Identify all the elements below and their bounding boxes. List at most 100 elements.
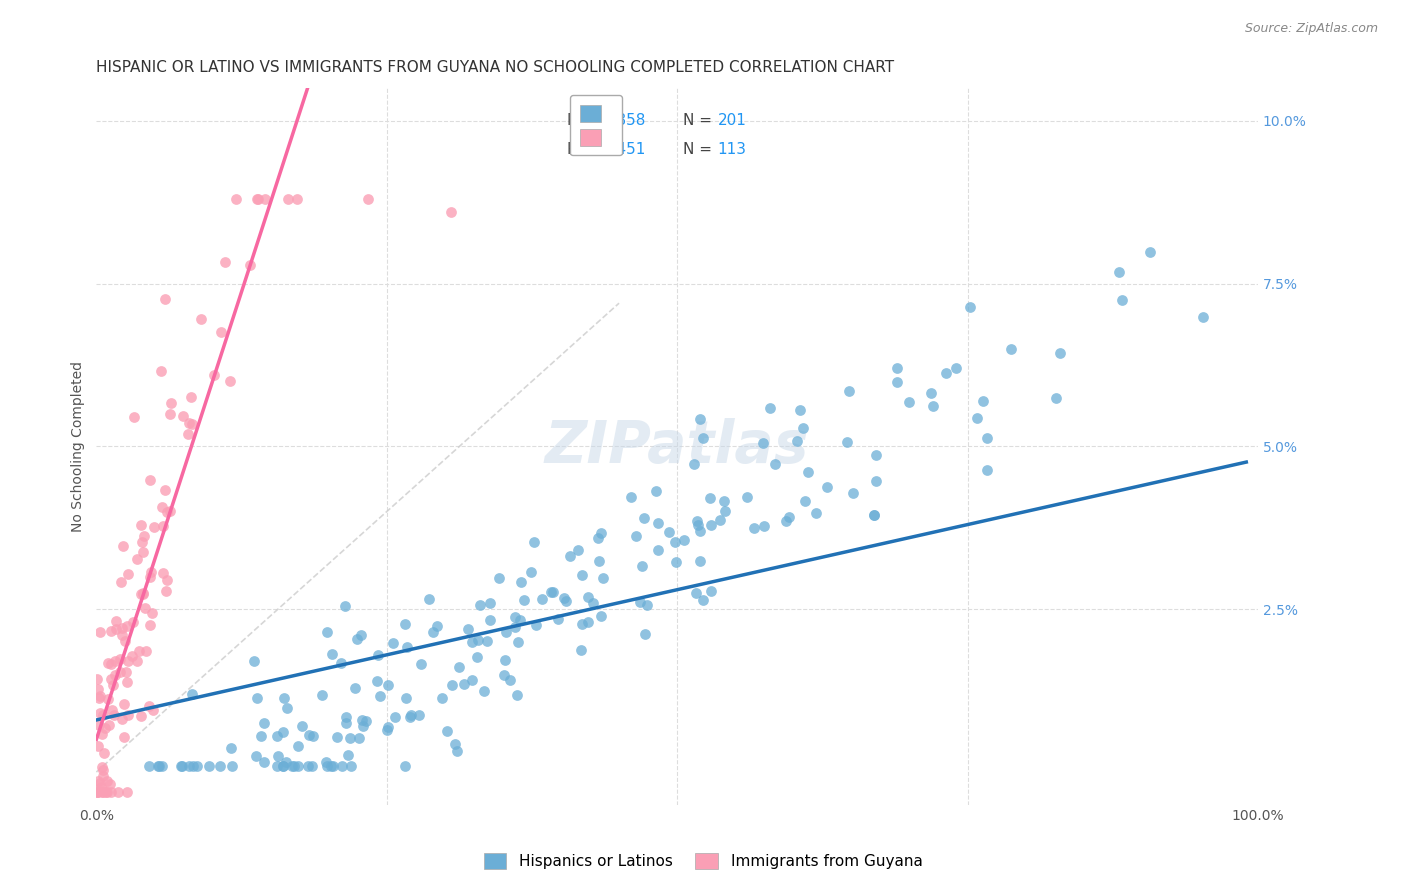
Point [422, 624, 444, 639]
Point [86, 672, 108, 686]
Point [498, 673, 520, 687]
Point [181, 687, 204, 701]
Point [150, 758, 173, 772]
Point [177, 427, 200, 442]
Point [110, 574, 132, 589]
Point [976, 431, 998, 445]
Point [460, 673, 482, 688]
Point [330, 656, 353, 670]
Point [689, 412, 711, 426]
Point [125, 654, 148, 668]
Point [377, 720, 399, 734]
Point [141, 566, 163, 580]
Point [180, 390, 202, 404]
Point [759, 401, 782, 416]
Point [778, 509, 800, 524]
Point [100, 624, 122, 638]
Point [319, 758, 342, 772]
Point [375, 723, 398, 738]
Point [472, 684, 495, 698]
Point [631, 558, 654, 573]
Point [103, 654, 125, 668]
Point [709, 513, 731, 527]
Point [897, 395, 920, 409]
Point [121, 648, 143, 663]
Point [935, 366, 957, 380]
Point [863, 508, 886, 523]
Point [395, 690, 418, 705]
Y-axis label: No Schooling Completed: No Schooling Completed [72, 361, 86, 532]
Text: N =: N = [683, 142, 717, 157]
Point [128, 644, 150, 658]
Point [219, 374, 242, 388]
Point [838, 384, 860, 398]
Point [863, 508, 886, 522]
Point [865, 475, 887, 489]
Point [394, 758, 416, 772]
Point [86, 784, 108, 798]
Point [139, 618, 162, 632]
Text: 113: 113 [718, 142, 747, 157]
Point [506, 689, 529, 703]
Point [352, 719, 374, 733]
Point [219, 740, 242, 755]
Point [111, 628, 134, 642]
Point [139, 570, 162, 584]
Point [129, 518, 152, 533]
Point [457, 622, 479, 636]
Point [156, 573, 179, 587]
Point [479, 613, 502, 627]
Point [115, 619, 138, 633]
Point [322, 758, 344, 772]
Point [647, 516, 669, 530]
Point [100, 673, 122, 687]
Point [111, 539, 134, 553]
Text: HISPANIC OR LATINO VS IMMIGRANTS FROM GUYANA NO SCHOOLING COMPLETED CORRELATION : HISPANIC OR LATINO VS IMMIGRANTS FROM GU… [97, 60, 894, 75]
Point [198, 758, 221, 772]
Point [488, 571, 510, 585]
Point [658, 524, 681, 539]
Point [571, 616, 593, 631]
Text: 0.451: 0.451 [602, 142, 645, 157]
Point [238, 258, 260, 272]
Point [763, 457, 786, 471]
Point [249, 729, 271, 743]
Point [582, 596, 605, 610]
Point [283, 758, 305, 772]
Point [101, 703, 124, 717]
Point [311, 688, 333, 702]
Point [347, 731, 370, 745]
Point [291, 719, 314, 733]
Text: R =: R = [567, 142, 600, 157]
Point [440, 205, 463, 219]
Point [149, 364, 172, 378]
Point [89, 690, 111, 704]
Point [271, 758, 294, 772]
Point [302, 729, 325, 743]
Point [287, 758, 309, 772]
Point [685, 586, 707, 600]
Point [89, 718, 111, 732]
Point [367, 648, 389, 662]
Point [89, 706, 111, 721]
Point [384, 710, 406, 724]
Point [461, 634, 484, 648]
Point [87, 681, 110, 696]
Point [108, 665, 131, 679]
Point [886, 360, 908, 375]
Point [531, 592, 554, 607]
Point [467, 633, 489, 648]
Point [111, 621, 134, 635]
Point [335, 710, 357, 724]
Point [1108, 265, 1130, 279]
Point [976, 463, 998, 477]
Point [540, 584, 562, 599]
Point [112, 730, 135, 744]
Point [150, 500, 173, 515]
Point [792, 421, 814, 435]
Point [97, 656, 120, 670]
Point [647, 542, 669, 557]
Point [100, 657, 122, 671]
Point [91, 770, 114, 784]
Point [301, 758, 323, 772]
